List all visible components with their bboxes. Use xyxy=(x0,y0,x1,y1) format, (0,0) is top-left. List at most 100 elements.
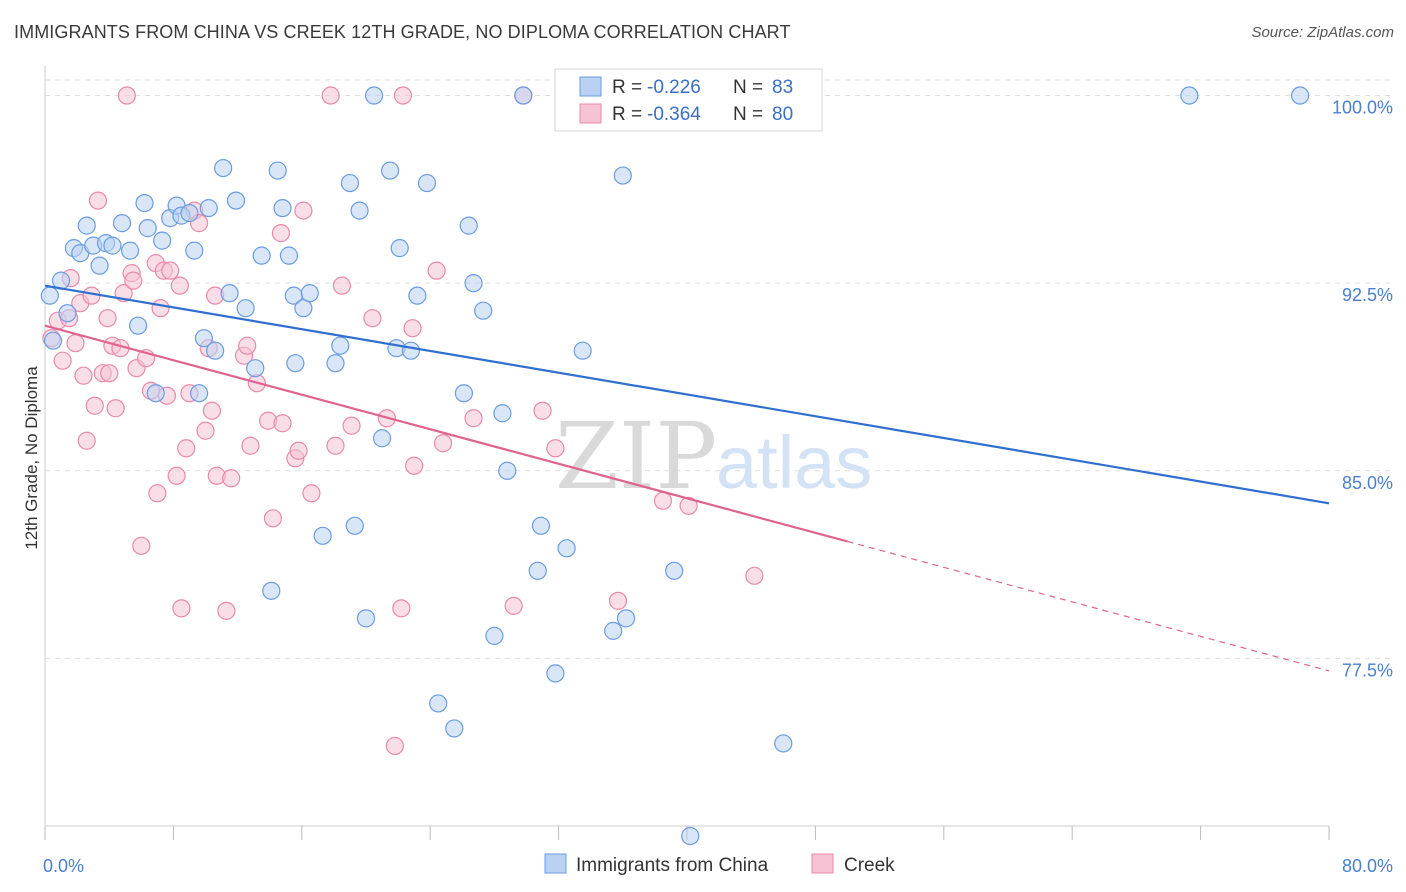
china-point xyxy=(613,166,632,185)
china-point xyxy=(43,331,63,350)
china-r-label: R = xyxy=(612,77,642,98)
legend-china-swatch xyxy=(544,853,567,874)
creek-point xyxy=(238,336,257,355)
creek-point xyxy=(289,441,308,460)
creek-point xyxy=(653,491,673,510)
china-point xyxy=(146,384,165,403)
creek-n-label: N = xyxy=(733,104,763,125)
creek-point xyxy=(74,366,93,385)
china-point xyxy=(604,621,623,640)
legend-creek-swatch xyxy=(811,853,834,874)
creek-point xyxy=(363,309,382,328)
china-points xyxy=(40,86,1310,846)
china-point xyxy=(356,609,376,628)
creek-point xyxy=(161,261,180,280)
china-point xyxy=(268,161,287,180)
trend-lines xyxy=(44,284,1330,672)
china-point xyxy=(364,86,384,105)
china-point xyxy=(345,516,364,535)
china-point xyxy=(326,354,345,373)
creek-point xyxy=(106,399,125,418)
china-point xyxy=(112,214,132,233)
china-point xyxy=(340,173,360,193)
china-point xyxy=(417,173,437,193)
watermark: ZIP atlas xyxy=(555,403,872,510)
creek-point xyxy=(172,599,191,618)
china-point xyxy=(380,161,400,180)
creek-point xyxy=(504,596,523,615)
china-point xyxy=(135,193,154,213)
china-point xyxy=(350,201,369,220)
y-tick-label: 77.5% xyxy=(1342,660,1393,680)
creek-point xyxy=(332,276,352,295)
china-point xyxy=(286,354,305,373)
china-point xyxy=(493,404,512,423)
china-point xyxy=(194,329,213,348)
china-point xyxy=(273,198,292,218)
creek-point xyxy=(321,86,340,105)
creek-point xyxy=(263,509,283,528)
creek-point xyxy=(222,469,241,488)
creek-point xyxy=(273,414,292,433)
china-point xyxy=(557,539,576,558)
creek-point xyxy=(151,299,170,318)
china-point xyxy=(103,236,122,255)
china-point xyxy=(40,286,59,305)
china-point xyxy=(138,219,157,238)
creek-point xyxy=(745,566,764,585)
china-point xyxy=(429,694,448,713)
china-point xyxy=(58,304,77,323)
china-n-value: 83 xyxy=(772,77,793,98)
y-tick-label: 92.5% xyxy=(1342,285,1393,305)
legend-china-label: Immigrants from China xyxy=(576,855,769,876)
creek-point xyxy=(427,261,446,280)
creek-point xyxy=(167,466,186,485)
china-point xyxy=(573,341,592,360)
china-n-label: N = xyxy=(733,77,763,98)
creek-point xyxy=(393,86,413,105)
creek-point xyxy=(608,591,628,610)
series-legend: Immigrants from China Creek xyxy=(544,853,895,876)
creek-point xyxy=(177,439,196,458)
china-point xyxy=(528,561,547,580)
creek-point xyxy=(88,191,108,210)
creek-point xyxy=(77,431,96,450)
x-tick-label-max: 80.0% xyxy=(1342,856,1393,876)
y-tick-label: 85.0% xyxy=(1342,473,1393,493)
china-point xyxy=(1180,86,1199,105)
creek-point xyxy=(271,224,291,243)
creek-point xyxy=(241,436,260,455)
creek-r-label: R = xyxy=(612,104,642,125)
creek-point xyxy=(98,309,117,328)
creek-point xyxy=(202,401,222,420)
china-point xyxy=(294,299,313,318)
china-point xyxy=(390,239,409,258)
china-point xyxy=(531,516,551,535)
creek-point xyxy=(533,401,552,420)
creek-point xyxy=(405,456,424,475)
china-point xyxy=(665,561,684,580)
china-point xyxy=(514,86,533,105)
creek-point xyxy=(403,319,422,338)
china-point xyxy=(616,609,636,628)
creek-point xyxy=(342,416,361,435)
watermark-zip: ZIP xyxy=(555,403,717,510)
china-point xyxy=(120,241,140,260)
china-point xyxy=(1291,86,1310,105)
china-point xyxy=(153,231,172,250)
creek-r-value: -0.364 xyxy=(647,104,701,125)
creek-point xyxy=(53,351,72,370)
chart-title: IMMIGRANTS FROM CHINA VS CREEK 12TH GRAD… xyxy=(14,22,791,42)
china-point xyxy=(313,526,332,545)
china-point xyxy=(279,246,299,265)
china-point xyxy=(372,429,392,448)
china-point xyxy=(252,246,271,265)
creek-point xyxy=(124,271,143,290)
creek-point xyxy=(100,364,119,383)
china-point xyxy=(300,284,319,303)
y-axis-title: 12th Grade, No Diploma xyxy=(22,366,41,550)
creek-point xyxy=(170,276,189,295)
china-point xyxy=(246,359,265,378)
stats-legend: R = -0.226 N = 83 R = -0.364 N = 80 xyxy=(554,68,823,132)
